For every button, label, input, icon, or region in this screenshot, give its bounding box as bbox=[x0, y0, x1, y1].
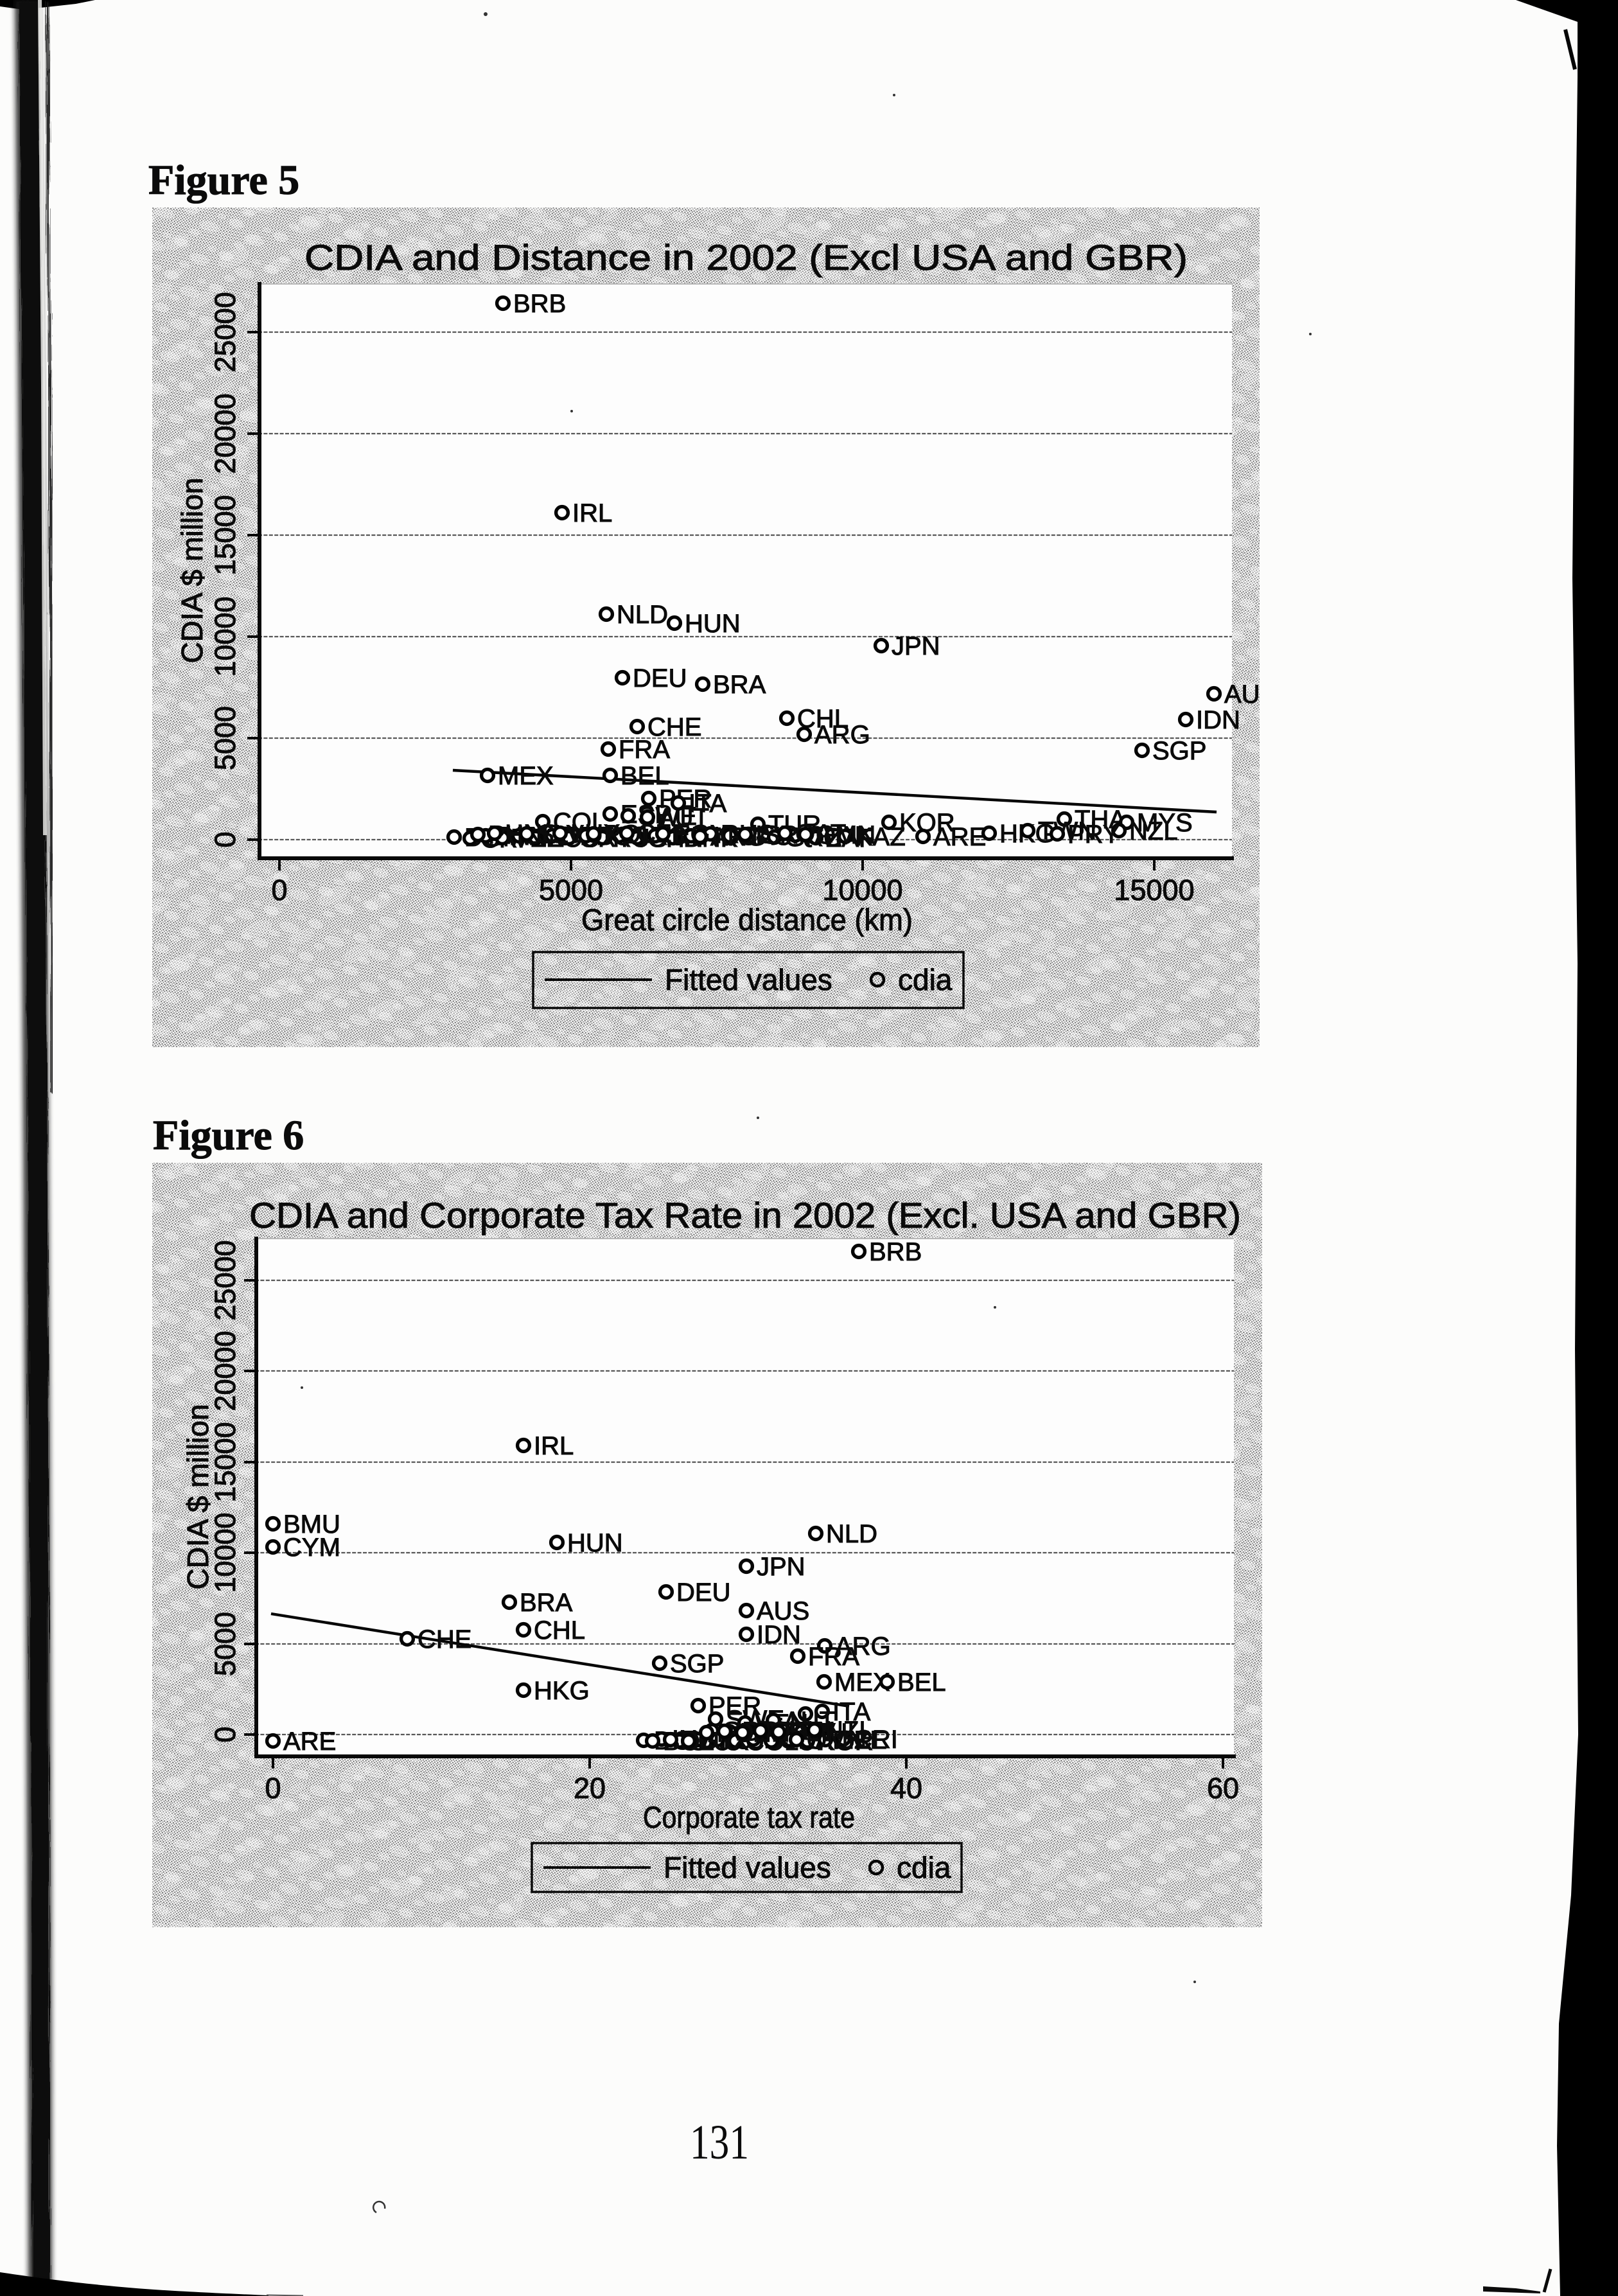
svg-text:20000: 20000 bbox=[209, 1330, 242, 1411]
svg-text:SLV: SLV bbox=[537, 820, 584, 849]
svg-text:ARG: ARG bbox=[835, 1632, 891, 1661]
svg-text:JPN: JPN bbox=[757, 1553, 805, 1581]
svg-text:0: 0 bbox=[271, 874, 287, 906]
svg-text:ITA: ITA bbox=[689, 790, 727, 818]
svg-text:131: 131 bbox=[690, 2115, 749, 2169]
svg-text:ARE: ARE bbox=[283, 1727, 336, 1756]
svg-text:NLD: NLD bbox=[826, 1520, 877, 1548]
svg-text:OMN: OMN bbox=[816, 821, 875, 849]
svg-text:QAT: QAT bbox=[795, 820, 846, 848]
svg-text:BRA: BRA bbox=[713, 671, 766, 699]
svg-text:IDN: IDN bbox=[757, 1621, 801, 1649]
svg-text:5000: 5000 bbox=[539, 874, 603, 906]
svg-text:15000: 15000 bbox=[209, 1422, 242, 1502]
svg-text:DEU: DEU bbox=[633, 664, 687, 693]
svg-text:60: 60 bbox=[1207, 1772, 1239, 1805]
svg-text:HUN: HUN bbox=[685, 610, 741, 638]
svg-text:Great circle distance (km): Great circle distance (km) bbox=[581, 903, 913, 937]
svg-text:10000: 10000 bbox=[822, 874, 902, 906]
svg-text:cdia: cdia bbox=[897, 1851, 951, 1884]
svg-text:Figure 5: Figure 5 bbox=[148, 157, 299, 204]
svg-text:HUN: HUN bbox=[567, 1529, 623, 1557]
svg-text:IRL: IRL bbox=[572, 499, 612, 527]
svg-text:CHE: CHE bbox=[418, 1625, 471, 1654]
svg-text:CYM: CYM bbox=[283, 1533, 340, 1562]
svg-text:NLD: NLD bbox=[617, 601, 668, 629]
svg-text:TWN: TWN bbox=[1038, 817, 1096, 845]
svg-text:40: 40 bbox=[890, 1772, 922, 1805]
svg-text:ARE: ARE bbox=[933, 823, 986, 851]
svg-text:KAZ: KAZ bbox=[856, 823, 906, 851]
svg-text:IRL: IRL bbox=[534, 1432, 574, 1460]
svg-text:15000: 15000 bbox=[209, 495, 242, 575]
svg-text:PER: PER bbox=[659, 785, 712, 813]
svg-text:JPN: JPN bbox=[892, 632, 940, 660]
svg-text:BEL: BEL bbox=[620, 762, 669, 790]
svg-text:25000: 25000 bbox=[209, 1240, 242, 1320]
svg-text:HND: HND bbox=[505, 820, 561, 848]
svg-text:cdia: cdia bbox=[898, 963, 953, 996]
svg-text:BEL: BEL bbox=[897, 1668, 946, 1697]
svg-text:NZL: NZL bbox=[1129, 817, 1178, 845]
svg-text:AUS: AUS bbox=[757, 1597, 809, 1625]
svg-text:KOR: KOR bbox=[899, 809, 955, 837]
svg-text:MEX: MEX bbox=[498, 762, 554, 790]
svg-text:DEU: DEU bbox=[676, 1578, 730, 1607]
svg-text:0: 0 bbox=[265, 1772, 281, 1805]
svg-text:NZL: NZL bbox=[825, 1717, 874, 1745]
svg-text:BRB: BRB bbox=[869, 1238, 922, 1266]
svg-text:0: 0 bbox=[209, 831, 242, 847]
svg-text:CDIA $ million: CDIA $ million bbox=[181, 1404, 215, 1590]
svg-text:FRA: FRA bbox=[808, 1643, 859, 1671]
svg-text:BRA: BRA bbox=[520, 1589, 573, 1617]
svg-text:BRB: BRB bbox=[513, 290, 566, 318]
svg-text:SGP: SGP bbox=[1152, 737, 1206, 765]
svg-text:Fitted values: Fitted values bbox=[665, 963, 832, 996]
svg-text:10000: 10000 bbox=[209, 1512, 242, 1593]
svg-text:CHE: CHE bbox=[647, 713, 701, 741]
svg-text:HKG: HKG bbox=[534, 1677, 590, 1705]
svg-text:BMU: BMU bbox=[283, 1510, 340, 1539]
svg-text:15000: 15000 bbox=[1114, 874, 1194, 906]
svg-text:25000: 25000 bbox=[209, 292, 242, 372]
svg-text:0: 0 bbox=[209, 1726, 242, 1742]
svg-text:20000: 20000 bbox=[209, 393, 242, 473]
svg-text:FRA: FRA bbox=[619, 736, 670, 764]
svg-text:ARG: ARG bbox=[814, 721, 870, 749]
svg-text:AUS: AUS bbox=[1224, 680, 1277, 709]
svg-text:IDN: IDN bbox=[1196, 706, 1240, 734]
svg-text:ITA: ITA bbox=[832, 1698, 871, 1726]
svg-text:5000: 5000 bbox=[209, 1612, 242, 1676]
svg-text:CHL: CHL bbox=[534, 1616, 585, 1645]
svg-text:ARG: ARG bbox=[710, 823, 766, 851]
svg-text:10000: 10000 bbox=[209, 596, 242, 676]
svg-text:POL: POL bbox=[604, 820, 655, 849]
svg-text:CRI: CRI bbox=[854, 1726, 898, 1754]
svg-text:20: 20 bbox=[574, 1772, 606, 1805]
svg-text:MYS: MYS bbox=[1137, 809, 1193, 837]
svg-text:CDIA $ million: CDIA $ million bbox=[175, 478, 209, 664]
svg-text:Fitted values: Fitted values bbox=[664, 1851, 831, 1884]
svg-text:CDIA and Corporate Tax Rate in: CDIA and Corporate Tax Rate in 2002 (Exc… bbox=[249, 1195, 1241, 1235]
svg-text:Figure 6: Figure 6 bbox=[153, 1112, 304, 1159]
svg-text:5000: 5000 bbox=[209, 706, 242, 770]
svg-text:Corporate tax rate: Corporate tax rate bbox=[643, 1800, 855, 1834]
svg-text:SGP: SGP bbox=[670, 1650, 724, 1678]
svg-text:CDIA and Distance in 2002 (Exc: CDIA and Distance in 2002 (Excl USA and … bbox=[304, 237, 1188, 278]
svg-text:PRY: PRY bbox=[1068, 820, 1120, 849]
